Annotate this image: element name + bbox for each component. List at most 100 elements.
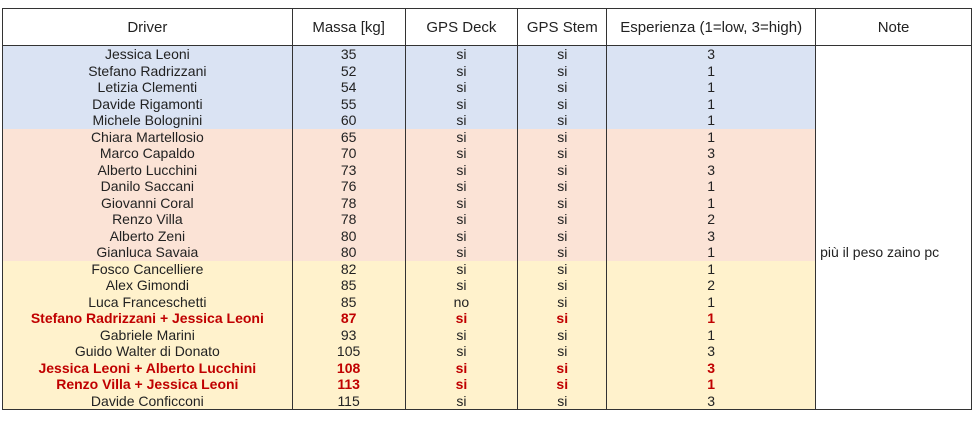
cell-note <box>815 45 972 63</box>
cell-experience: 3 <box>606 145 817 162</box>
header-gps-deck: GPS Deck <box>404 8 519 46</box>
cell-experience: 1 <box>606 260 817 277</box>
cell-gps-stem: si <box>517 128 608 145</box>
cell-experience: 3 <box>606 227 817 244</box>
cell-gps-stem: si <box>517 145 608 162</box>
cell-driver: Luca Franceschetti <box>2 293 293 310</box>
cell-gps-stem: si <box>517 178 608 195</box>
table-row: Jessica Leoni 35 si si 3 <box>2 45 972 63</box>
cell-gps-deck: si <box>404 45 519 63</box>
cell-note <box>815 194 972 211</box>
cell-gps-deck: si <box>404 260 519 277</box>
cell-experience: 3 <box>606 45 817 63</box>
cell-note <box>815 178 972 195</box>
cell-note <box>815 112 972 129</box>
cell-note <box>815 260 972 277</box>
cell-note <box>815 95 972 112</box>
cell-gps-deck: si <box>404 62 519 79</box>
cell-mass: 65 <box>291 128 406 145</box>
cell-driver: Chiara Martellosio <box>2 128 293 145</box>
cell-mass: 35 <box>291 45 406 63</box>
cell-note <box>815 326 972 343</box>
cell-experience: 1 <box>606 244 817 261</box>
table-row: Renzo Villa 78 si si 2 <box>2 211 972 228</box>
cell-mass: 85 <box>291 277 406 294</box>
cell-driver: Gabriele Marini <box>2 326 293 343</box>
table-row: Luca Franceschetti 85 no si 1 <box>2 293 972 310</box>
cell-experience: 3 <box>606 161 817 178</box>
table-row: Gabriele Marini 93 si si 1 <box>2 326 972 343</box>
cell-experience: 1 <box>606 194 817 211</box>
table-row: Stefano Radrizzani 52 si si 1 <box>2 62 972 79</box>
cell-gps-deck: si <box>404 227 519 244</box>
cell-mass: 108 <box>291 359 406 376</box>
cell-mass: 70 <box>291 145 406 162</box>
table-row: Chiara Martellosio 65 si si 1 <box>2 128 972 145</box>
cell-gps-deck: si <box>404 161 519 178</box>
cell-gps-deck: si <box>404 178 519 195</box>
cell-experience: 3 <box>606 392 817 410</box>
cell-driver: Fosco Cancelliere <box>2 260 293 277</box>
cell-mass: 82 <box>291 260 406 277</box>
cell-driver: Davide Conficconi <box>2 392 293 410</box>
cell-note <box>815 277 972 294</box>
table-row: Fosco Cancelliere 82 si si 1 <box>2 260 972 277</box>
cell-mass: 80 <box>291 244 406 261</box>
table-row: Davide Rigamonti 55 si si 1 <box>2 95 972 112</box>
cell-note <box>815 359 972 376</box>
table-row: Gianluca Savaia 80 si si 1 più il peso zaino … <box>2 244 972 261</box>
cell-gps-stem: si <box>517 277 608 294</box>
cell-gps-stem: si <box>517 260 608 277</box>
table-row: Davide Conficconi 115 si si 3 <box>2 392 972 410</box>
cell-experience: 3 <box>606 343 817 360</box>
table-row: Jessica Leoni + Alberto Lucchini 108 si si 3 <box>2 359 972 376</box>
header-mass: Massa [kg] <box>291 8 406 46</box>
table-body: Jessica Leoni 35 si si 3 Stefano Radrizzani 52… <box>2 45 972 410</box>
cell-note <box>815 79 972 96</box>
cell-driver: Giovanni Coral <box>2 194 293 211</box>
cell-driver: Stefano Radrizzani + Jessica Leoni <box>2 310 293 327</box>
cell-gps-stem: si <box>517 392 608 410</box>
cell-gps-stem: si <box>517 62 608 79</box>
cell-gps-stem: si <box>517 343 608 360</box>
cell-gps-stem: si <box>517 112 608 129</box>
cell-gps-stem: si <box>517 211 608 228</box>
cell-mass: 85 <box>291 293 406 310</box>
cell-mass: 87 <box>291 310 406 327</box>
cell-gps-deck: no <box>404 293 519 310</box>
cell-driver: Davide Rigamonti <box>2 95 293 112</box>
cell-mass: 55 <box>291 95 406 112</box>
table-row: Michele Bolognini 60 si si 1 <box>2 112 972 129</box>
cell-note <box>815 145 972 162</box>
cell-gps-deck: si <box>404 326 519 343</box>
cell-driver: Alberto Zeni <box>2 227 293 244</box>
cell-gps-stem: si <box>517 161 608 178</box>
cell-driver: Michele Bolognini <box>2 112 293 129</box>
cell-mass: 113 <box>291 376 406 393</box>
cell-experience: 2 <box>606 211 817 228</box>
cell-gps-stem: si <box>517 359 608 376</box>
cell-note <box>815 211 972 228</box>
header-row: Driver Massa [kg] GPS Deck GPS Stem Espe… <box>2 8 972 46</box>
cell-mass: 80 <box>291 227 406 244</box>
table-row: Alberto Zeni 80 si si 3 <box>2 227 972 244</box>
table-row: Guido Walter di Donato 105 si si 3 <box>2 343 972 360</box>
header-gps-stem: GPS Stem <box>517 8 608 46</box>
cell-experience: 1 <box>606 376 817 393</box>
cell-gps-deck: si <box>404 392 519 410</box>
cell-mass: 78 <box>291 194 406 211</box>
cell-gps-stem: si <box>517 45 608 63</box>
cell-note <box>815 310 972 327</box>
cell-experience: 1 <box>606 112 817 129</box>
cell-note <box>815 161 972 178</box>
cell-experience: 1 <box>606 79 817 96</box>
cell-mass: 52 <box>291 62 406 79</box>
table-row: Stefano Radrizzani + Jessica Leoni 87 si si… <box>2 310 972 327</box>
cell-experience: 1 <box>606 310 817 327</box>
cell-driver: Marco Capaldo <box>2 145 293 162</box>
cell-gps-stem: si <box>517 376 608 393</box>
cell-gps-deck: si <box>404 376 519 393</box>
cell-mass: 54 <box>291 79 406 96</box>
cell-gps-deck: si <box>404 194 519 211</box>
cell-gps-deck: si <box>404 244 519 261</box>
